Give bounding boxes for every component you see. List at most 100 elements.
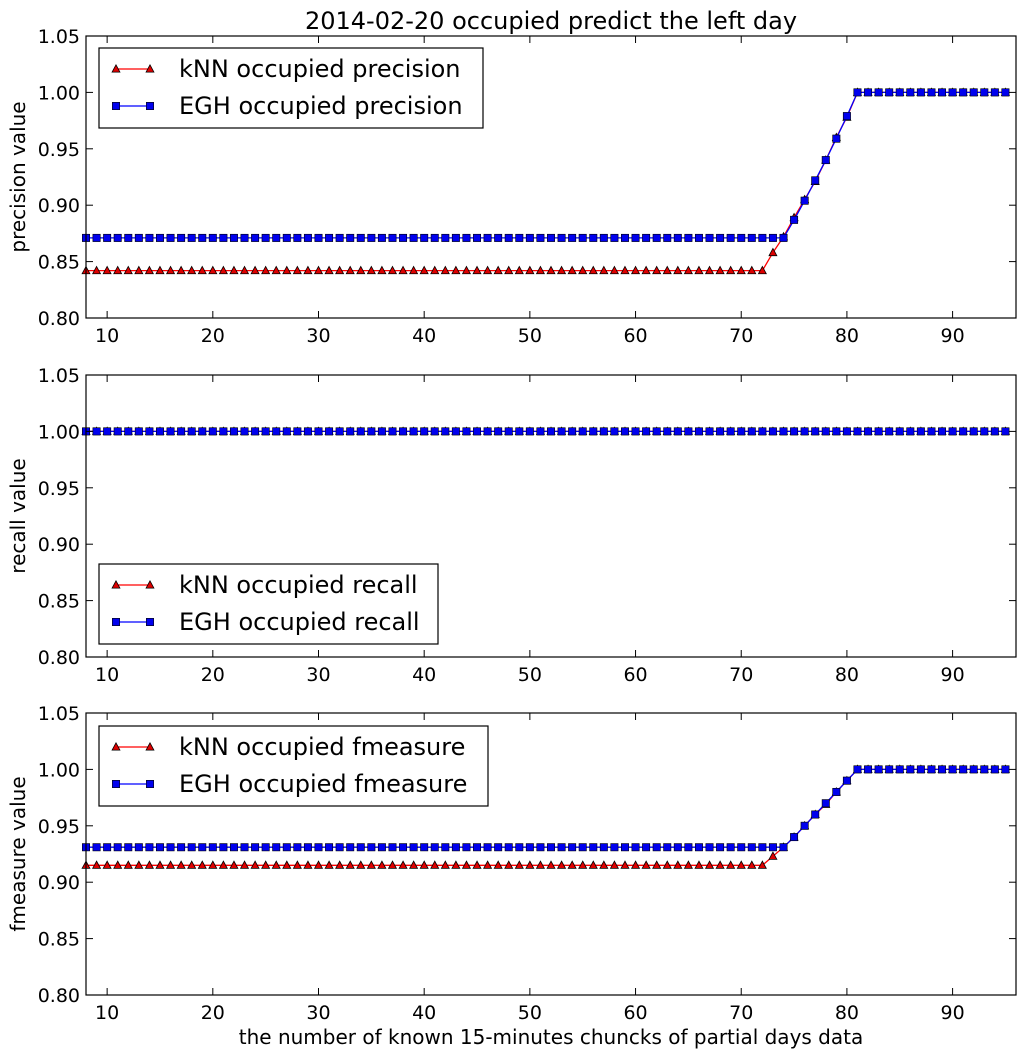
data-point (948, 88, 957, 97)
x-tick-label: 80 (835, 664, 859, 686)
data-point (599, 843, 608, 852)
data-point (641, 860, 651, 869)
legend-marker (146, 618, 154, 626)
data-point (325, 233, 334, 242)
data-point (92, 233, 101, 242)
data-point (335, 860, 345, 869)
data-point (514, 860, 524, 869)
x-tick-label: 70 (729, 664, 753, 686)
data-point (832, 134, 841, 143)
data-point (123, 860, 133, 869)
data-point (483, 265, 493, 275)
data-point (124, 233, 133, 242)
data-point (187, 860, 197, 869)
data-point (916, 765, 925, 774)
data-point (483, 233, 492, 242)
data-point (208, 860, 218, 869)
y-tick-label: 1.00 (38, 421, 80, 443)
x-tick-label: 80 (835, 325, 859, 347)
data-point (229, 233, 238, 242)
data-point (589, 843, 598, 852)
data-point (430, 233, 439, 242)
data-point (218, 860, 228, 869)
data-point (303, 860, 313, 869)
x-tick-label: 60 (623, 664, 647, 686)
data-point (462, 427, 471, 436)
data-point (716, 427, 725, 436)
data-point (811, 176, 820, 185)
data-point (377, 843, 386, 852)
data-point (134, 843, 143, 852)
data-point (303, 427, 312, 436)
data-point (451, 843, 460, 852)
data-point (261, 843, 270, 852)
data-point (980, 88, 989, 97)
data-point (335, 843, 344, 852)
data-point (546, 860, 556, 869)
data-point (906, 765, 915, 774)
data-point (219, 843, 228, 852)
data-point (155, 843, 164, 852)
data-point (176, 265, 186, 275)
y-tick-label: 1.05 (38, 365, 80, 387)
plot-frame (85, 374, 1017, 658)
data-point (250, 265, 260, 275)
data-point (694, 843, 703, 852)
legend-marker (111, 580, 121, 589)
data-point (705, 233, 714, 242)
data-point (631, 233, 640, 242)
data-point (251, 233, 260, 242)
data-point (1001, 427, 1010, 436)
data-point (842, 427, 851, 436)
data-point (483, 860, 493, 869)
data-point (864, 427, 873, 436)
legend-label: EGH occupied recall (179, 608, 420, 636)
data-point (715, 265, 725, 275)
data-point (483, 427, 492, 436)
data-point (557, 233, 566, 242)
data-point (642, 427, 651, 436)
data-point (494, 427, 503, 436)
x-tick-label: 50 (518, 325, 542, 347)
data-point (885, 765, 894, 774)
data-point (462, 843, 471, 852)
data-point (768, 233, 777, 242)
data-point (969, 765, 978, 774)
data-point (346, 427, 355, 436)
data-point (853, 765, 862, 774)
data-point (229, 265, 239, 275)
data-point (165, 265, 176, 275)
y-tick-label: 0.85 (38, 929, 80, 951)
data-point (800, 196, 809, 205)
x-tick-label: 60 (623, 325, 647, 347)
data-point (473, 427, 482, 436)
legend-marker (111, 742, 121, 751)
data-point (239, 265, 250, 275)
data-point (218, 265, 228, 275)
data-point (811, 427, 820, 436)
data-point (747, 427, 756, 436)
y-tick-label: 0.90 (38, 534, 80, 556)
x-tick-label: 90 (940, 664, 964, 686)
x-tick-label: 30 (306, 1002, 330, 1024)
data-point (325, 427, 334, 436)
data-point (906, 88, 915, 97)
data-point (91, 860, 102, 869)
data-point (197, 265, 207, 275)
data-point (990, 765, 999, 774)
data-point (409, 843, 418, 852)
data-point (134, 860, 144, 869)
data-point (716, 843, 725, 852)
data-point (282, 843, 291, 852)
x-tick-label: 30 (306, 664, 330, 686)
data-point (198, 843, 207, 852)
data-point (240, 843, 249, 852)
data-point (683, 265, 693, 275)
data-point (790, 833, 799, 842)
y-tick-label: 0.80 (38, 308, 80, 330)
data-point (282, 265, 292, 275)
data-point (166, 427, 175, 436)
data-point (198, 233, 207, 242)
y-axis-label: fmeasure value (6, 776, 30, 931)
data-point (367, 427, 376, 436)
